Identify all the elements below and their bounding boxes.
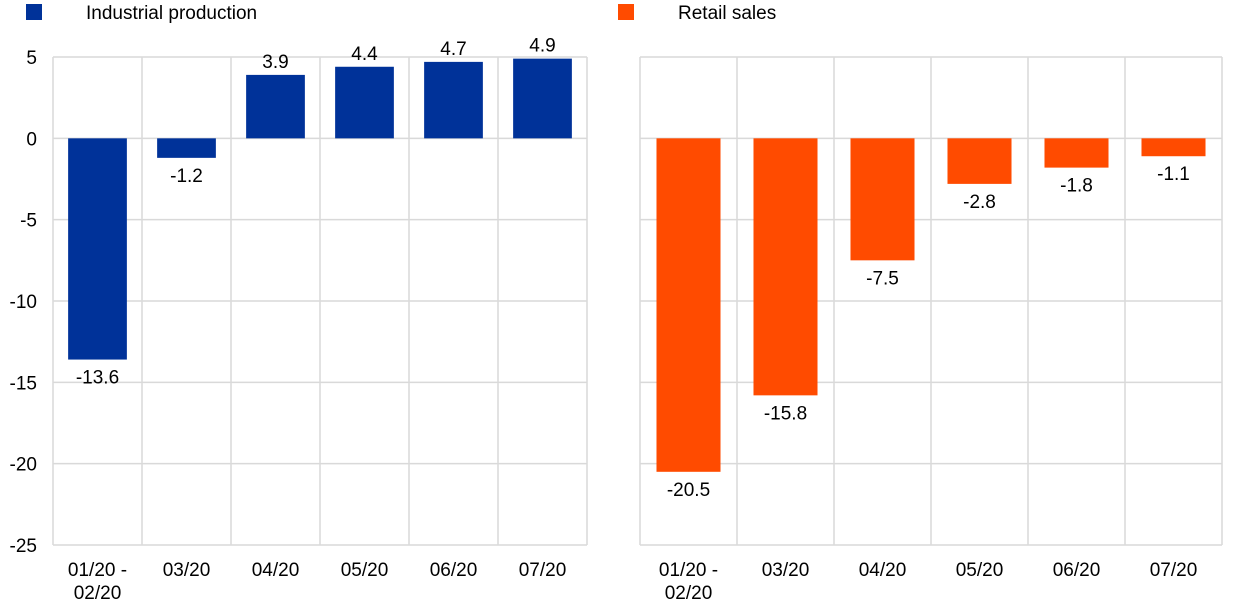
data-label: -20.5	[667, 480, 710, 501]
data-label: -1.2	[170, 166, 203, 187]
y-tick-label: -25	[10, 536, 37, 557]
bar	[1044, 138, 1109, 168]
x-tick-label: 01/20 -	[68, 560, 127, 581]
bar	[850, 138, 915, 261]
bar	[513, 58, 572, 139]
data-label: -2.8	[963, 192, 996, 213]
bar	[246, 74, 305, 139]
x-tick-label: 04/20	[859, 560, 907, 581]
x-tick-label: 02/20	[665, 583, 713, 604]
x-tick-label: 04/20	[252, 560, 300, 581]
x-tick-label: 02/20	[74, 583, 122, 604]
x-tick-label: 03/20	[762, 560, 810, 581]
x-tick-label: 07/20	[1150, 560, 1198, 581]
data-label: 4.7	[440, 39, 466, 60]
bar	[335, 66, 394, 139]
x-tick-label: 05/20	[956, 560, 1004, 581]
bar	[68, 138, 127, 360]
y-tick-label: -20	[10, 455, 37, 476]
bar	[753, 138, 818, 396]
y-tick-label: 5	[26, 48, 37, 69]
y-tick-label: -15	[10, 373, 37, 394]
bar	[656, 138, 721, 472]
data-label: -15.8	[764, 403, 807, 424]
panel-1: Industrial production -25 -20 -15 -10 -5 0 5 -13…	[10, 3, 588, 604]
legend-swatch	[618, 4, 634, 20]
y-tick-label: 0	[26, 129, 37, 150]
legend-label: Industrial production	[86, 3, 257, 24]
bar	[157, 138, 216, 158]
data-label: -1.8	[1060, 176, 1093, 197]
x-tick-label: 05/20	[341, 560, 389, 581]
bar	[947, 138, 1012, 184]
y-tick-label: -10	[10, 292, 37, 313]
x-tick-label: 06/20	[430, 560, 478, 581]
data-label: -7.5	[866, 268, 899, 289]
bar	[424, 61, 483, 139]
panel-2: Retail sales -20.5 01/20 -02/20 -15.8 03/20 -…	[618, 3, 1223, 604]
data-label: -13.6	[76, 368, 119, 389]
data-label: 3.9	[262, 52, 288, 73]
x-tick-label: 07/20	[519, 560, 567, 581]
data-label: -1.1	[1157, 164, 1190, 185]
bar	[1141, 138, 1206, 157]
data-label: 4.9	[529, 36, 555, 57]
x-tick-label: 01/20 -	[659, 560, 718, 581]
legend-label: Retail sales	[678, 3, 776, 24]
x-tick-label: 03/20	[163, 560, 211, 581]
x-tick-label: 06/20	[1053, 560, 1101, 581]
legend-swatch	[26, 4, 42, 20]
y-tick-label: -5	[20, 211, 37, 232]
data-label: 4.4	[351, 44, 378, 65]
